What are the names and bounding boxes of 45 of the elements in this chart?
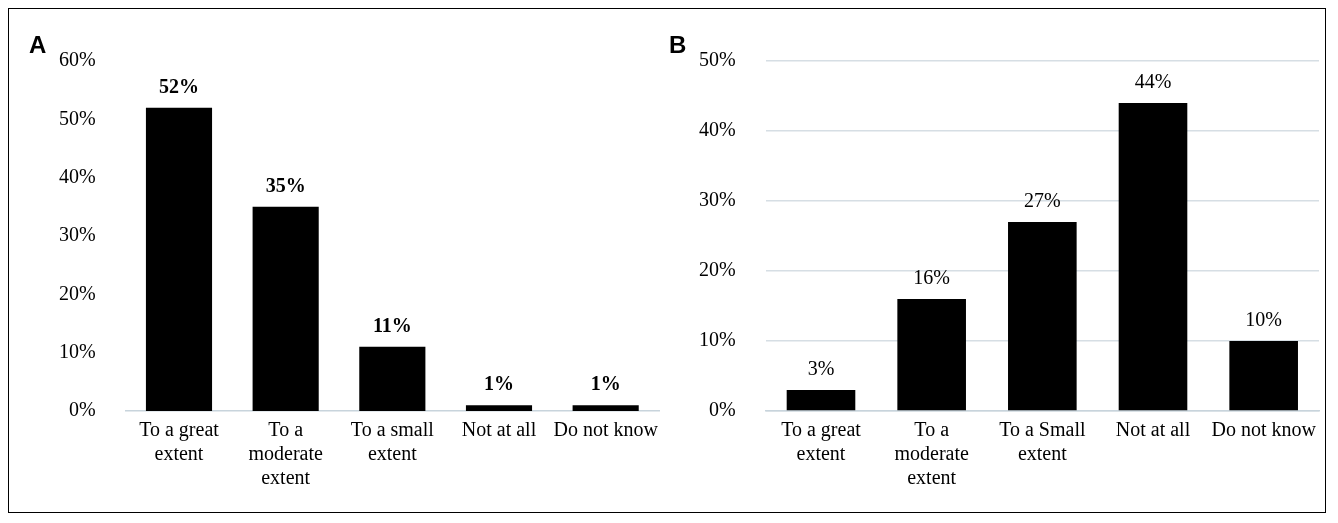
bar xyxy=(465,405,533,411)
y-tick-label: 10% xyxy=(58,339,96,362)
y-tick-label: 10% xyxy=(698,328,736,351)
bar xyxy=(572,405,639,411)
bar xyxy=(1008,222,1077,411)
y-tick-label: 40% xyxy=(698,118,736,141)
y-tick-label: 40% xyxy=(58,164,96,187)
bar xyxy=(786,390,856,411)
data-label: 10% xyxy=(1245,308,1282,331)
data-label: 27% xyxy=(1023,189,1061,212)
y-tick-label: 30% xyxy=(698,188,736,211)
y-tick-label: 20% xyxy=(58,281,96,304)
chart-title: A xyxy=(29,31,47,59)
x-tick-label: Do not know xyxy=(553,418,659,441)
data-label: 35% xyxy=(265,174,306,197)
y-tick-label: 20% xyxy=(698,258,736,281)
x-tick-label: Do not know xyxy=(1211,418,1317,441)
x-tick-label: To a great extent xyxy=(139,418,220,465)
data-label: 16% xyxy=(913,266,950,289)
chart-title: B xyxy=(669,31,687,59)
bar xyxy=(252,206,319,411)
x-tick-label: To a moderate extent xyxy=(248,418,323,489)
y-tick-label: 0% xyxy=(708,398,736,421)
data-label: 11% xyxy=(372,314,412,337)
data-label: 1% xyxy=(590,372,621,395)
x-tick-label: To a great extent xyxy=(781,418,862,465)
y-tick-label: 50% xyxy=(698,48,736,71)
data-label: 1% xyxy=(484,372,514,395)
y-tick-label: 50% xyxy=(58,106,96,129)
x-tick-label: To a Small extent xyxy=(999,418,1086,465)
bar xyxy=(359,346,426,411)
x-tick-label: Not at all xyxy=(461,418,537,441)
y-tick-label: 60% xyxy=(58,48,96,71)
x-tick-label: To a small extent xyxy=(350,418,435,465)
data-label: 3% xyxy=(807,357,835,380)
y-tick-label: 0% xyxy=(68,398,96,421)
bar xyxy=(145,107,213,411)
bar xyxy=(897,299,966,411)
data-label: 52% xyxy=(158,74,199,97)
data-label: 44% xyxy=(1134,70,1172,93)
bar xyxy=(1229,341,1298,411)
y-tick-label: 30% xyxy=(58,223,96,246)
x-tick-label: To a moderate extent xyxy=(894,418,969,489)
x-tick-label: Not at all xyxy=(1115,418,1191,441)
bar xyxy=(1118,103,1188,411)
